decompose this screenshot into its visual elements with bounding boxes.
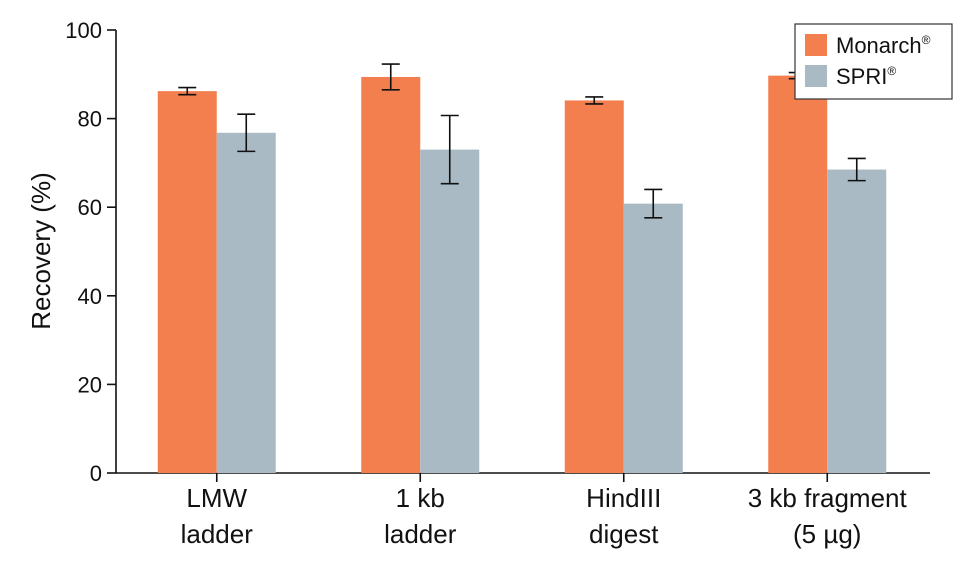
- y-tick-label: 40: [78, 284, 102, 309]
- x-category-label: LMW: [186, 483, 247, 513]
- x-category-label: 3 kb fragment: [748, 483, 908, 513]
- bar-spri: [623, 203, 683, 473]
- x-category-label: ladder: [181, 519, 254, 549]
- legend-registered-mark: ®: [922, 33, 931, 47]
- bar-monarch: [564, 100, 624, 473]
- y-axis-title: Recovery (%): [26, 172, 56, 329]
- legend: Monarch®SPRI®: [794, 23, 953, 100]
- bar-monarch: [157, 91, 217, 473]
- legend-registered-mark: ®: [887, 64, 896, 78]
- y-tick-label: 80: [78, 107, 102, 132]
- bar-spri: [827, 169, 887, 474]
- chart-marks: 0 20 40 60 80 100 LMW ladder 1 kb ladder HindIII di…: [65, 18, 930, 549]
- y-tick-label: 0: [90, 461, 102, 486]
- bar-monarch: [768, 75, 828, 473]
- legend-label-monarch: Monarch®: [836, 33, 931, 58]
- legend-swatch-monarch: [805, 34, 827, 56]
- x-category-label: HindIII: [586, 483, 661, 513]
- y-tick-label: 20: [78, 372, 102, 397]
- legend-series-name: SPRI: [836, 64, 887, 89]
- legend-swatch-spri: [805, 65, 827, 87]
- x-category-label: (5 µg): [793, 519, 861, 549]
- bar-monarch: [361, 76, 421, 473]
- bar-spri: [216, 132, 276, 473]
- y-tick-label: 60: [78, 195, 102, 220]
- x-category-label: digest: [589, 519, 659, 549]
- y-tick-label: 100: [65, 18, 102, 43]
- x-category-label: 1 kb: [396, 483, 445, 513]
- x-category-label: ladder: [384, 519, 457, 549]
- legend-series-name: Monarch: [836, 33, 922, 58]
- legend-label-spri: SPRI®: [836, 64, 896, 89]
- bar-spri: [420, 149, 480, 474]
